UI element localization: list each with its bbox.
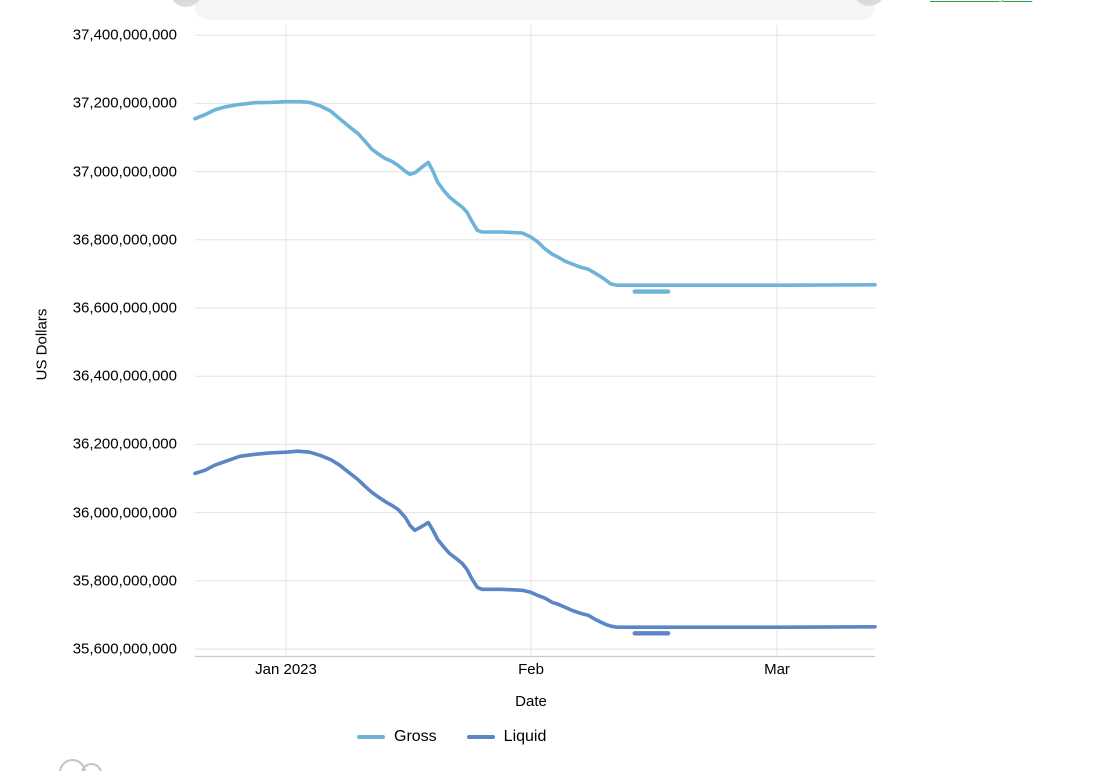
carousel-prev-button[interactable] <box>170 0 202 7</box>
x-axis-title: Date <box>515 693 547 710</box>
x-tick-label: Feb <box>518 661 544 678</box>
x-tick-label: Mar <box>764 661 790 678</box>
liquid-line <box>193 449 877 630</box>
y-tick-label: 36,000,000,000 <box>72 504 177 522</box>
top-right-link-clip: International Payments <box>930 0 1038 5</box>
y-tick-label: 36,200,000,000 <box>72 435 177 453</box>
legend-item-liquid[interactable]: Liquid <box>466 728 547 746</box>
y-tick-label: 36,800,000,000 <box>72 231 177 249</box>
y-tick-label: 36,400,000,000 <box>72 367 177 385</box>
legend-item-gross[interactable]: Gross <box>357 728 437 746</box>
y-tick-label: 37,200,000,000 <box>72 94 177 112</box>
x-tick-label: Jan 2023 <box>255 661 317 678</box>
carousel-next-button[interactable] <box>853 0 885 6</box>
y-tick-label: 35,600,000,000 <box>72 640 177 658</box>
chart-legend: Gross Liquid <box>357 728 546 746</box>
top-right-link[interactable]: International Payments <box>930 0 1038 3</box>
y-tick-label: 37,000,000,000 <box>72 163 177 181</box>
toolbar-strip <box>195 0 875 20</box>
gross-line <box>193 99 877 288</box>
y-tick-label: 35,800,000,000 <box>72 572 177 590</box>
liquid-line-swatch-icon <box>466 735 495 739</box>
gross-line-swatch-icon <box>357 735 385 739</box>
legend-label-gross: Gross <box>394 728 437 745</box>
legend-label-liquid: Liquid <box>503 728 547 745</box>
y-tick-label: 36,600,000,000 <box>72 299 177 317</box>
y-tick-label: 37,400,000,000 <box>72 26 177 44</box>
